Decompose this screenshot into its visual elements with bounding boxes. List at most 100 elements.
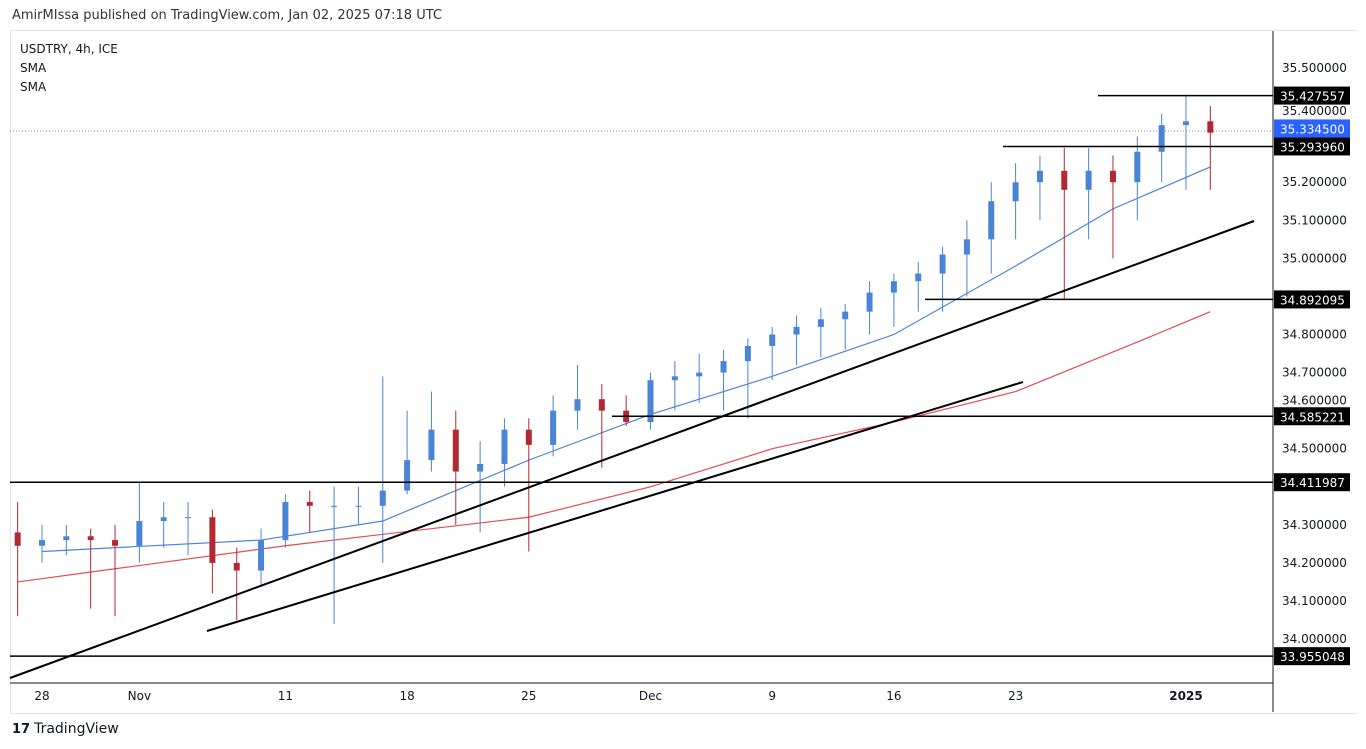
level-label: 35.427557 xyxy=(1280,90,1345,104)
time-tick: Nov xyxy=(128,689,151,703)
published-header: AmirMIssa published on TradingView.com, … xyxy=(12,8,442,23)
candle-body xyxy=(915,273,922,282)
level-label: 34.411987 xyxy=(1280,476,1345,490)
tradingview-logo-icon: 17 xyxy=(12,721,31,737)
candle-body xyxy=(160,517,167,522)
candle-body xyxy=(1207,121,1214,133)
candle-body xyxy=(939,254,946,274)
candle-body xyxy=(598,399,605,411)
time-tick: 23 xyxy=(1008,689,1023,703)
price-tick: 34.000000 xyxy=(1282,632,1347,646)
chart-legend: USDTRY, 4h, ICE SMA SMA xyxy=(20,40,118,97)
candle-body xyxy=(866,292,873,312)
candle-body xyxy=(185,517,192,519)
candle-body xyxy=(1158,125,1165,152)
candle-body xyxy=(477,463,484,472)
price-tick: 34.500000 xyxy=(1282,442,1347,456)
level-label-bg xyxy=(1274,290,1350,309)
symbol-label[interactable]: USDTRY, 4h, ICE xyxy=(20,42,118,56)
candle-body xyxy=(769,334,776,346)
last-price-label-bg xyxy=(1274,119,1350,138)
candle-body xyxy=(14,532,21,546)
sma-slow-line xyxy=(17,311,1211,583)
candle-body xyxy=(63,536,70,541)
brand-name: TradingView xyxy=(34,721,119,737)
time-tick: 25 xyxy=(521,689,536,703)
price-tick: 34.800000 xyxy=(1282,327,1347,341)
candle-body xyxy=(404,460,411,491)
price-tick: 34.700000 xyxy=(1282,366,1347,380)
candle-body xyxy=(306,501,313,506)
level-label-bg xyxy=(1274,137,1350,156)
candle-body xyxy=(1182,121,1189,126)
candle-body xyxy=(963,239,970,255)
candle-body xyxy=(331,505,338,507)
price-tick: 34.300000 xyxy=(1282,518,1347,532)
price-tick: 34.600000 xyxy=(1282,394,1347,408)
candle-body xyxy=(1109,170,1116,183)
price-tick: 35.500000 xyxy=(1282,61,1347,75)
candle-body xyxy=(452,429,459,472)
time-tick: 9 xyxy=(768,689,776,703)
candle-body xyxy=(233,562,240,571)
price-tick: 35.000000 xyxy=(1282,251,1347,265)
candle-body xyxy=(793,326,800,335)
level-label-bg xyxy=(1274,86,1350,105)
candle-body xyxy=(647,380,654,423)
candle-body xyxy=(744,345,751,362)
trend-line-main xyxy=(9,220,1255,679)
candle-body xyxy=(842,311,849,320)
candle-body xyxy=(525,429,532,445)
candle-body xyxy=(355,505,362,507)
candle-body xyxy=(209,517,216,563)
candle-body xyxy=(988,201,995,240)
sma-indicator-1[interactable]: SMA xyxy=(20,61,47,75)
candle-body xyxy=(817,319,824,327)
time-tick: 28 xyxy=(34,689,49,703)
candle-body xyxy=(428,429,435,461)
price-tick: 35.200000 xyxy=(1282,175,1347,189)
candle-body xyxy=(696,372,703,377)
level-label: 33.955048 xyxy=(1280,650,1345,664)
time-tick: 2025 xyxy=(1169,689,1202,703)
candle-body xyxy=(720,361,727,373)
candle-body xyxy=(501,429,508,464)
sma-indicator-2[interactable]: SMA xyxy=(20,80,47,94)
candle-body xyxy=(574,399,581,411)
level-label: 34.585221 xyxy=(1280,410,1345,424)
candle-body xyxy=(1036,170,1043,183)
candle-body xyxy=(136,521,143,546)
level-label-bg xyxy=(1274,473,1350,492)
level-label-bg xyxy=(1274,407,1350,426)
level-label-bg xyxy=(1274,647,1350,666)
price-tick: 34.100000 xyxy=(1282,594,1347,608)
sma-fast-line xyxy=(41,166,1211,553)
last-price-label: 35.334500 xyxy=(1280,122,1345,136)
trend-line-secondary xyxy=(206,381,1024,632)
time-tick: 16 xyxy=(886,689,901,703)
candle-body xyxy=(39,540,45,546)
candle-body xyxy=(890,281,897,293)
candle-body xyxy=(550,410,557,445)
candle-body xyxy=(379,490,386,506)
candle-body xyxy=(1085,170,1092,190)
candle-body xyxy=(282,501,289,541)
price-tick: 35.100000 xyxy=(1282,213,1347,227)
candle-body xyxy=(1061,170,1068,190)
candle-body xyxy=(112,540,119,546)
time-tick: 18 xyxy=(399,689,414,703)
candle-body xyxy=(87,536,94,541)
level-label: 35.293960 xyxy=(1280,140,1345,154)
candle-body xyxy=(1012,182,1019,202)
time-tick: 11 xyxy=(278,689,293,703)
time-tick: Dec xyxy=(639,689,662,703)
candle-body xyxy=(258,540,265,571)
chart-frame[interactable] xyxy=(10,30,1357,714)
footer: 17 TradingView xyxy=(12,721,119,737)
price-tick: 34.200000 xyxy=(1282,556,1347,570)
candle-body xyxy=(1134,151,1141,183)
level-label: 34.892095 xyxy=(1280,293,1345,307)
price-tick: 35.400000 xyxy=(1282,104,1347,118)
candle-body xyxy=(671,376,678,381)
